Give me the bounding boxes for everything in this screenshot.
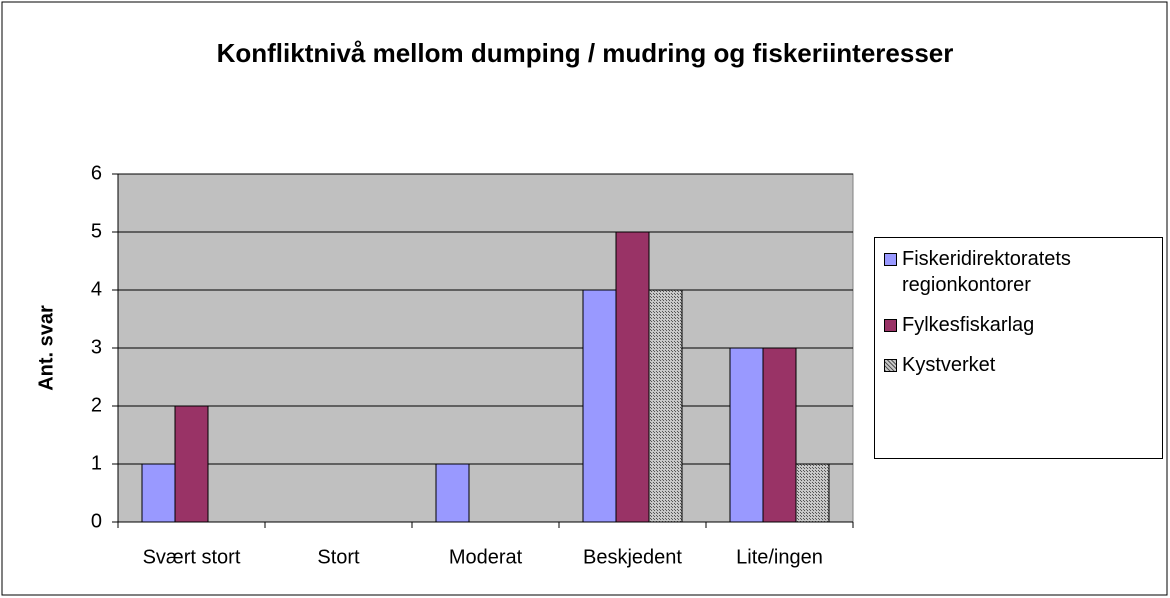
bar bbox=[435, 463, 470, 523]
bar bbox=[648, 289, 683, 523]
legend-swatch bbox=[884, 319, 897, 332]
x-tick-label: Beskjedent bbox=[583, 546, 682, 568]
bar bbox=[174, 405, 209, 523]
x-tick-label: Svært stort bbox=[143, 546, 241, 568]
y-tick-label: 6 bbox=[91, 162, 102, 184]
chart-title: Konfliktnivå mellom dumping / mudring og… bbox=[217, 38, 954, 68]
legend-item: Fylkesfiskarlag bbox=[881, 312, 1156, 338]
x-tick-label: Moderat bbox=[449, 546, 523, 568]
legend-label: Kystverket bbox=[902, 354, 996, 376]
legend-item: Kystverket bbox=[881, 352, 1156, 378]
y-tick-label: 4 bbox=[91, 278, 102, 300]
legend-label: Fiskeridirektoratets regionkontorer bbox=[902, 248, 1071, 296]
bar bbox=[795, 463, 830, 523]
y-tick-label: 2 bbox=[91, 394, 102, 416]
y-axis-label: Ant. svar bbox=[35, 305, 57, 391]
y-tick-label: 3 bbox=[91, 336, 102, 358]
legend-item: Fiskeridirektoratets regionkontorer bbox=[881, 246, 1156, 298]
y-tick-label: 1 bbox=[91, 452, 102, 474]
bar bbox=[141, 463, 176, 523]
legend: Fiskeridirektoratets regionkontorer Fylke… bbox=[874, 237, 1163, 459]
y-tick-label: 5 bbox=[91, 220, 102, 242]
legend-swatch bbox=[884, 359, 897, 372]
legend-swatch bbox=[884, 253, 897, 266]
legend-label: Fylkesfiskarlag bbox=[902, 314, 1035, 336]
bar bbox=[615, 231, 650, 523]
bar bbox=[729, 347, 764, 523]
y-tick-label: 0 bbox=[91, 510, 102, 532]
x-tick-label: Lite/ingen bbox=[736, 546, 823, 568]
bar bbox=[762, 347, 797, 523]
x-tick-label: Stort bbox=[317, 546, 360, 568]
bar bbox=[582, 289, 617, 523]
